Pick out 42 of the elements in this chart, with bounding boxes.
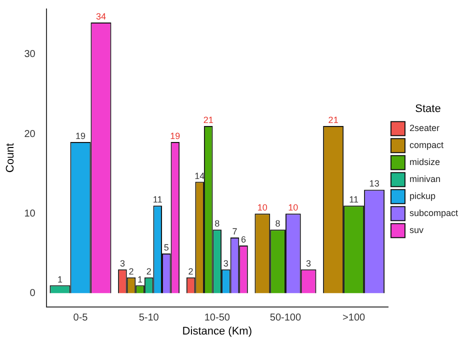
- data-label: 2: [128, 266, 134, 276]
- data-label: 10: [288, 202, 298, 213]
- x-tick-label: 50-100: [270, 312, 302, 324]
- data-label: 19: [75, 130, 86, 141]
- x-tick-label: 10-50: [204, 312, 230, 324]
- y-tick-label: 30: [24, 49, 36, 60]
- x-tick-label: 0-5: [73, 312, 88, 324]
- legend-label: pickup: [409, 191, 436, 202]
- data-label: 3: [223, 258, 228, 268]
- x-axis-title: Distance (Km): [182, 325, 252, 338]
- y-tick-label: 10: [24, 208, 36, 220]
- data-label: 11: [349, 194, 358, 205]
- data-label: 6: [241, 234, 246, 244]
- data-label: 7: [232, 226, 238, 237]
- legend-title: State: [415, 102, 441, 115]
- y-axis-title: Count: [4, 143, 17, 173]
- x-tick-label: 5-10: [138, 312, 160, 324]
- legend-label: suv: [409, 225, 424, 236]
- legend-label: midsize: [409, 157, 440, 168]
- data-label: 34: [96, 12, 106, 22]
- data-label: 5: [164, 242, 169, 252]
- x-tick-label: >100: [342, 312, 366, 324]
- data-label: 3: [120, 258, 125, 268]
- legend-label: compact: [409, 140, 444, 150]
- data-label: 21: [328, 115, 338, 126]
- y-tick-label: 0: [30, 288, 36, 300]
- data-label: 11: [152, 194, 162, 205]
- data-label: 1: [138, 274, 143, 284]
- data-label: 21: [203, 115, 214, 126]
- data-label: 3: [306, 258, 312, 268]
- legend-label: subcompact: [409, 208, 458, 218]
- y-tick-label: 20: [24, 128, 36, 140]
- data-label: 13: [369, 178, 380, 189]
- data-label: 2: [188, 266, 194, 276]
- legend-label: minivan: [409, 174, 440, 184]
- data-label: 1: [57, 274, 62, 284]
- data-label: 2: [146, 266, 152, 276]
- legend-label: 2seater: [409, 123, 440, 134]
- data-label: 8: [275, 218, 280, 229]
- data-label: 10: [257, 202, 268, 213]
- data-label: 19: [170, 130, 180, 141]
- data-label: 8: [214, 218, 220, 229]
